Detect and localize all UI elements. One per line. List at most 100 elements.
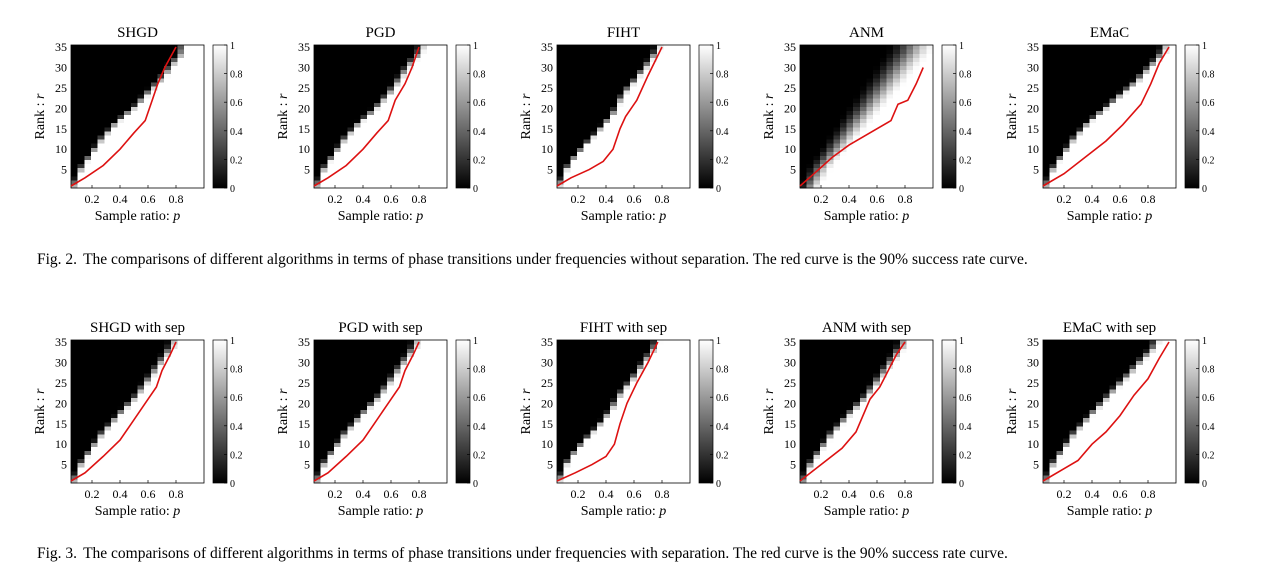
heatmap-cell: [77, 478, 85, 484]
heatmap-cell: [663, 69, 671, 75]
heatmap-cell: [353, 81, 362, 87]
heatmap-cell: [197, 179, 205, 185]
heatmap-cell: [314, 61, 322, 67]
heatmap-cell: [90, 478, 99, 484]
heatmap-cell: [164, 425, 172, 431]
heatmap-cell: [77, 425, 85, 431]
heatmap-cell: [630, 118, 638, 124]
heatmap-cell: [420, 159, 428, 165]
heatmap-cell: [184, 102, 192, 107]
heatmap-cell: [400, 49, 408, 54]
x-tick-label: 0.2: [814, 192, 829, 206]
heatmap-cell: [813, 85, 821, 91]
heatmap-cell: [800, 118, 808, 124]
heatmap-cell: [1102, 175, 1111, 181]
success-90-curve: [70, 46, 177, 187]
heatmap-cell: [1162, 138, 1170, 144]
heatmap-cell: [583, 114, 591, 120]
heatmap-cell: [846, 147, 854, 152]
heatmap-cell: [164, 130, 172, 136]
heatmap-cell: [71, 159, 79, 165]
heatmap-cell: [557, 126, 565, 132]
heatmap-cell: [603, 77, 611, 83]
heatmap-cell: [320, 94, 328, 99]
heatmap-cell: [367, 421, 375, 427]
heatmap-cell: [433, 183, 441, 189]
heatmap-cell: [819, 159, 828, 165]
heatmap-cell: [1096, 171, 1104, 177]
heatmap-cell: [873, 49, 881, 54]
heatmap-cell: [663, 143, 671, 148]
heatmap-cell: [117, 442, 125, 447]
heatmap-cell: [1156, 77, 1164, 83]
heatmap-cell: [137, 433, 145, 439]
heatmap-cell: [1109, 69, 1117, 75]
heatmap-cell: [656, 102, 664, 107]
heatmap-cell: [314, 77, 322, 83]
heatmap-cell: [327, 380, 335, 386]
heatmap-cell: [643, 167, 651, 173]
heatmap-cell: [886, 85, 894, 91]
heatmap-cell: [137, 421, 145, 427]
heatmap-cell: [616, 102, 625, 107]
heatmap-cell: [1169, 183, 1177, 189]
heatmap-cell: [327, 442, 335, 447]
heatmap-cell: [124, 138, 132, 144]
heatmap-cell: [400, 65, 408, 71]
heatmap-cell: [873, 155, 881, 160]
heatmap-cell: [97, 380, 105, 386]
heatmap-cell: [433, 393, 441, 398]
colorbar: [698, 44, 714, 189]
heatmap-cell: [393, 102, 402, 107]
heatmap-cell: [84, 368, 92, 374]
heatmap-cell: [1043, 151, 1051, 156]
heatmap-cell: [84, 433, 92, 439]
heatmap-cell: [373, 393, 382, 398]
heatmap-cell: [433, 114, 441, 120]
heatmap-cell: [90, 344, 99, 349]
heatmap-cell: [610, 57, 618, 62]
heatmap-cell: [197, 61, 205, 67]
heatmap-cell: [1062, 167, 1071, 173]
heatmap-cell: [164, 45, 172, 50]
heatmap-cell: [340, 421, 348, 427]
heatmap-cell: [906, 134, 914, 140]
heatmap-cell: [1096, 163, 1104, 169]
heatmap-cell: [400, 134, 408, 140]
heatmap-cell: [819, 175, 828, 181]
heatmap-cell: [683, 73, 691, 79]
heatmap-cell: [387, 134, 395, 140]
heatmap-cell: [150, 348, 159, 353]
heatmap-cell: [164, 454, 172, 460]
heatmap-cell: [926, 77, 934, 83]
heatmap-cell: [420, 98, 428, 103]
heatmap-cell: [157, 462, 165, 468]
heatmap-cell: [1082, 167, 1091, 173]
heatmap-cell: [630, 65, 638, 71]
heatmap-cell: [813, 183, 821, 189]
heatmap-cell: [164, 368, 172, 374]
heatmap-cell: [177, 368, 185, 374]
heatmap-cell: [1089, 73, 1097, 79]
heatmap-cell: [833, 126, 841, 132]
heatmap-cell: [90, 384, 99, 390]
heatmap-cell: [333, 429, 342, 435]
heatmap-cell: [1156, 134, 1164, 140]
heatmap-cell: [1116, 53, 1124, 58]
heatmap-cell: [77, 85, 85, 91]
heatmap-cell: [906, 61, 914, 67]
heatmap-cell: [1142, 77, 1150, 83]
heatmap-cell: [1116, 77, 1124, 83]
heatmap-cell: [347, 478, 355, 484]
heatmap-cell: [367, 45, 375, 50]
heatmap-cell: [407, 53, 415, 58]
heatmap-cell: [670, 94, 678, 99]
y-tick-label: 10: [784, 142, 796, 156]
heatmap-cell: [157, 454, 165, 460]
heatmap-cell: [913, 175, 921, 181]
heatmap-cell: [333, 155, 342, 160]
heatmap-cell: [413, 409, 421, 415]
heatmap-cell: [1162, 122, 1170, 128]
heatmap-cell: [407, 171, 415, 177]
heatmap-cell: [1169, 110, 1177, 116]
